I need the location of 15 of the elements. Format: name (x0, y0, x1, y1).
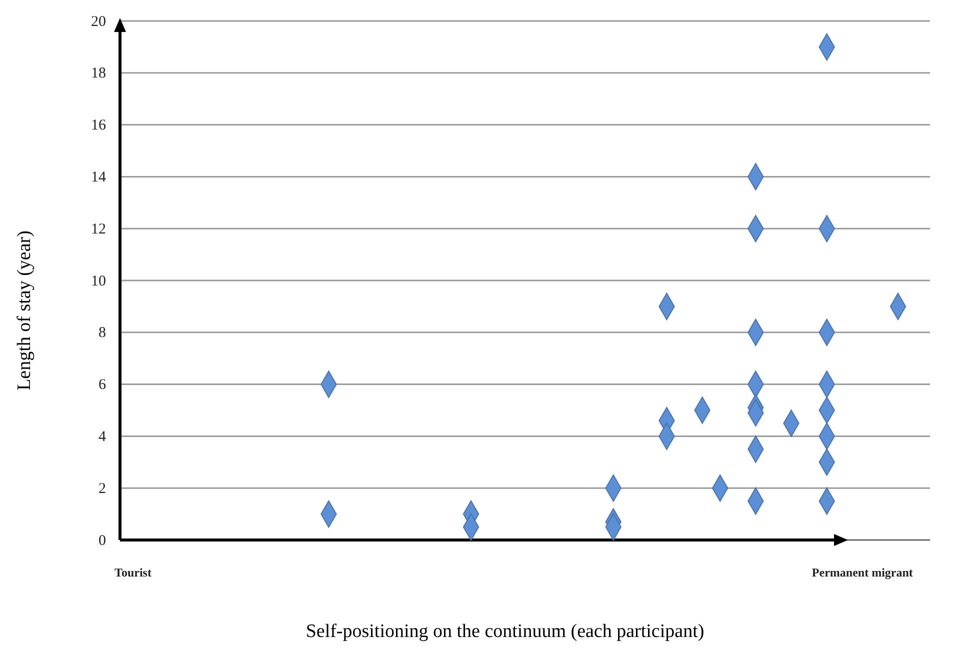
y-tick-label: 8 (98, 325, 106, 342)
y-tick-label: 16 (91, 118, 106, 134)
y-tick-label: 18 (91, 66, 106, 82)
y-tick-label: 4 (98, 429, 106, 445)
y-tick-label: 2 (98, 480, 106, 497)
y-tick-label: 0 (98, 532, 106, 549)
x-tick-label: Permanent migrant (812, 566, 913, 580)
x-tick-label: Tourist (114, 566, 152, 580)
y-tick-label: 14 (91, 170, 106, 186)
y-axis-title: Length of stay (year) (14, 230, 35, 390)
y-tick-label: 10 (91, 273, 106, 290)
y-tick-label: 12 (91, 221, 106, 238)
x-axis-title: Self-positioning on the continuum (each participant) (306, 621, 704, 642)
y-tick-label: 20 (91, 14, 106, 30)
y-tick-label: 6 (98, 377, 106, 394)
